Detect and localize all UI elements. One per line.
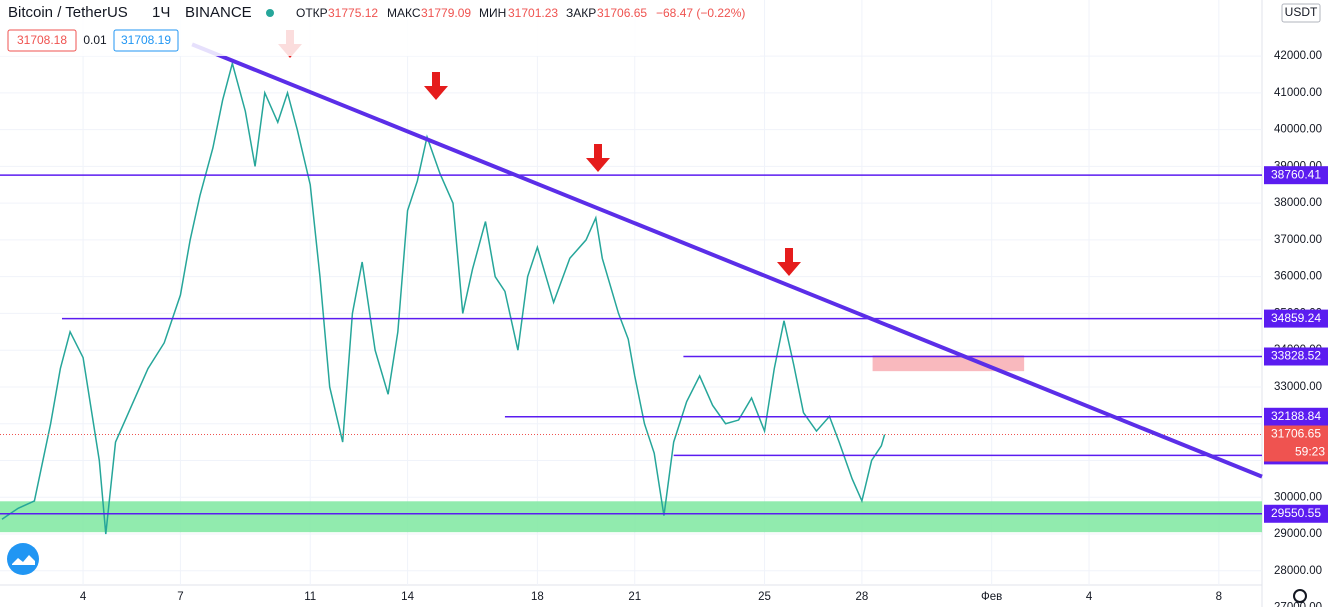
currency-button[interactable] — [1281, 3, 1321, 23]
level-label: 32188.84 — [1271, 409, 1321, 423]
y-tick-label: 27000.00 — [1274, 602, 1322, 607]
low-label: МИН — [479, 6, 506, 20]
open: 31775.12 — [328, 6, 378, 20]
level-tag — [1264, 407, 1328, 426]
arrow — [424, 72, 448, 100]
y-tick-label: 38000.00 — [1274, 197, 1322, 209]
settings[interactable] — [1293, 589, 1307, 603]
high-label: МАКС — [387, 6, 421, 20]
status-dot — [266, 9, 274, 17]
spread: 0.01 — [83, 33, 107, 47]
y-tick-label: 28000.00 — [1274, 565, 1322, 577]
y-tick-label: 29000.00 — [1274, 528, 1322, 540]
bid[interactable]: 31708.18 — [17, 33, 67, 47]
x-tick-label: 11 — [304, 591, 316, 603]
x-tick-label: 18 — [531, 591, 544, 603]
level-tag — [1264, 166, 1328, 185]
logo[interactable] — [7, 543, 39, 575]
current-price-tag — [1264, 425, 1328, 462]
close: 31706.65 — [597, 6, 647, 20]
level-label: 29550.55 — [1271, 506, 1321, 520]
ask[interactable]: 31708.19 — [121, 33, 171, 47]
level-tag — [1264, 504, 1328, 523]
x-tick-label: 14 — [401, 591, 414, 603]
y-tick-label: 42000.00 — [1274, 50, 1322, 62]
logo-icon — [12, 555, 35, 565]
arrow — [777, 248, 801, 276]
x-tick-label: 28 — [855, 591, 868, 603]
high: 31779.09 — [421, 6, 471, 20]
current-price-label: 31706.65 — [1271, 427, 1321, 441]
y-tick-label: 40000.00 — [1274, 124, 1322, 136]
y-tick-label: 37000.00 — [1274, 234, 1322, 246]
symbol[interactable]: Bitcoin / TetherUS — [8, 4, 128, 21]
level-tag — [1264, 347, 1328, 366]
exchange: BINANCE — [185, 4, 252, 21]
price-line — [1, 60, 886, 535]
x-tick-label: 8 — [1216, 591, 1222, 603]
currency[interactable]: USDT — [1285, 5, 1318, 19]
x-tick-label: 25 — [758, 591, 771, 603]
change: −68.47 (−0.22%) — [656, 6, 745, 20]
support-zone — [0, 501, 1262, 533]
low: 31701.23 — [508, 6, 558, 20]
x-tick-label: 4 — [1086, 591, 1093, 603]
countdown: 59:23 — [1295, 445, 1325, 459]
y-tick-label: 33000.00 — [1274, 381, 1322, 393]
buy-button[interactable] — [113, 29, 179, 52]
close-label: ЗАКР — [566, 6, 596, 20]
x-tick-label: Фев — [981, 591, 1002, 603]
interval[interactable]: 1Ч — [152, 4, 170, 21]
plot — [0, 0, 1263, 585]
level-label: 34859.24 — [1271, 311, 1321, 325]
open-label: ОТКР — [296, 6, 328, 20]
sell-button[interactable] — [7, 29, 77, 52]
level-label: 38760.41 — [1271, 167, 1321, 181]
level-label: 33828.52 — [1271, 349, 1321, 363]
x-tick-label: 21 — [628, 591, 641, 603]
y-tick-label: 30000.00 — [1274, 491, 1322, 503]
arrow — [586, 144, 610, 172]
x-tick-label: 4 — [80, 591, 87, 603]
y-tick-label: 41000.00 — [1274, 87, 1322, 99]
resistance-box — [872, 355, 1025, 372]
level-tag — [1264, 309, 1328, 328]
trendline — [191, 42, 1263, 479]
y-tick-label: 36000.00 — [1274, 271, 1322, 283]
x-tick-label: 7 — [177, 591, 183, 603]
